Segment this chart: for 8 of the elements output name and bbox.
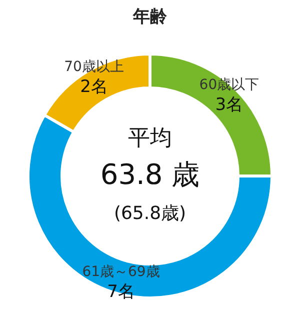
data-label: 2名 <box>80 77 108 98</box>
text: 平均 <box>128 126 172 151</box>
slice-label: 61歳～69歳 <box>82 264 160 280</box>
data-label: 3名 <box>215 94 244 115</box>
slice-label: 60歳以下 <box>199 76 260 93</box>
text: 63.8 歳 <box>100 158 200 191</box>
text: (65.8歳) <box>114 203 186 224</box>
chart-title: 年齢 <box>132 7 168 27</box>
